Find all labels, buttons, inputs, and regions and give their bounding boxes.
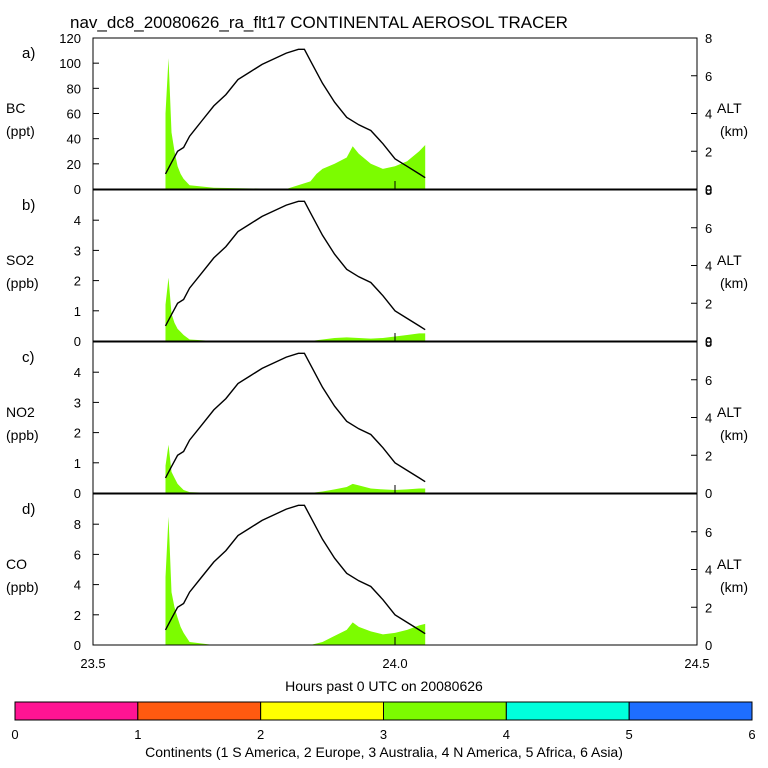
colorbar-segment-2 bbox=[137, 701, 262, 721]
y-tick-label: 0 bbox=[74, 334, 81, 349]
colorbar-tick-label: 5 bbox=[626, 727, 633, 742]
y-axis-label: NO2 bbox=[6, 404, 35, 420]
panel-frame bbox=[92, 493, 698, 646]
y-tick-label: 0 bbox=[74, 638, 81, 653]
colorbar-tick-label: 1 bbox=[134, 727, 141, 742]
y-axis-unit: (ppb) bbox=[6, 275, 39, 291]
panel-1: 0 20 40 60 80 100 120 0 2 4 6 8 a) BC (ppt) ALT (km) bbox=[6, 31, 748, 197]
panel-4: 0 2 4 6 8 0 2 4 6 d) CO (ppb) ALT (km) bbox=[6, 493, 748, 653]
alt-tick-label: 2 bbox=[705, 296, 712, 311]
y-axis-unit: (ppb) bbox=[6, 427, 39, 443]
colorbar-tick-label: 4 bbox=[503, 727, 510, 742]
colorbar-segment-6 bbox=[628, 701, 753, 721]
alt-tick-label: 4 bbox=[705, 563, 712, 578]
y-tick-label: 20 bbox=[67, 157, 81, 172]
y-tick-label: 8 bbox=[74, 517, 81, 532]
alt-tick-label: 8 bbox=[705, 183, 712, 198]
alt-tick-label: 8 bbox=[705, 31, 712, 46]
chart-title: nav_dc8_20080626_ra_flt17 CONTINENTAL AE… bbox=[70, 13, 568, 32]
panel-letter: d) bbox=[22, 501, 35, 518]
colorbar-segment-5 bbox=[505, 701, 630, 721]
tracer-area-so2 bbox=[165, 277, 426, 341]
alt-tick-label: 0 bbox=[705, 334, 712, 349]
x-axis: 23.5 24.0 24.5 bbox=[80, 656, 709, 671]
altitude-line bbox=[164, 200, 426, 331]
altitude-line bbox=[164, 352, 426, 483]
alt-tick-label: 4 bbox=[705, 107, 712, 122]
x-tick-label: 23.5 bbox=[80, 656, 105, 671]
alt-tick-label: 8 bbox=[705, 335, 712, 350]
alt-tick-label: 0 bbox=[705, 182, 712, 197]
alt-tick-label: 6 bbox=[705, 525, 712, 540]
y-tick-label: 0 bbox=[74, 182, 81, 197]
y-axis-label: CO bbox=[6, 556, 27, 572]
y-tick-label: 3 bbox=[74, 395, 81, 410]
alt-tick-label: 2 bbox=[705, 600, 712, 615]
y-tick-label: 60 bbox=[67, 107, 81, 122]
y-tick-label: 40 bbox=[67, 132, 81, 147]
x-tick-label: 24.5 bbox=[684, 656, 709, 671]
alt-axis-label: ALT bbox=[717, 404, 742, 420]
y-tick-label: 2 bbox=[74, 274, 81, 289]
alt-axis-unit: (km) bbox=[720, 579, 748, 595]
panels-group: 02040608010012002468a)BC(ppt)ALT(km)0123… bbox=[6, 31, 748, 653]
altitude-line bbox=[164, 504, 426, 635]
panel-3: 0 1 2 3 4 0 2 4 6 8 c) NO2 (ppb) ALT (km) bbox=[6, 335, 748, 501]
panel-2: 0 1 2 3 4 0 2 4 6 8 b) SO2 (ppb) ALT (km) bbox=[6, 183, 748, 349]
altitude-line bbox=[164, 48, 426, 179]
y-tick-label: 120 bbox=[59, 31, 81, 46]
y-tick-label: 80 bbox=[67, 81, 81, 96]
alt-tick-label: 6 bbox=[705, 221, 712, 236]
y-axis-unit: (ppb) bbox=[6, 579, 39, 595]
y-tick-label: 100 bbox=[59, 56, 81, 71]
colorbar-tick-label: 2 bbox=[257, 727, 264, 742]
alt-tick-label: 6 bbox=[705, 69, 712, 84]
alt-tick-label: 0 bbox=[705, 638, 712, 653]
y-tick-label: 6 bbox=[74, 547, 81, 562]
alt-tick-label: 4 bbox=[705, 411, 712, 426]
y-axis-label: BC bbox=[6, 100, 25, 116]
colorbar-segment-4 bbox=[383, 701, 507, 721]
y-tick-label: 4 bbox=[74, 365, 81, 380]
y-tick-label: 4 bbox=[74, 578, 81, 593]
panel-letter: a) bbox=[22, 45, 35, 62]
alt-tick-label: 6 bbox=[705, 373, 712, 388]
alt-axis-label: ALT bbox=[717, 556, 742, 572]
y-tick-label: 2 bbox=[74, 426, 81, 441]
y-axis-label: SO2 bbox=[6, 252, 34, 268]
colorbar-segment-3 bbox=[260, 701, 384, 721]
alt-axis-label: ALT bbox=[717, 100, 742, 116]
alt-axis-unit: (km) bbox=[720, 123, 748, 139]
tracer-area-bc bbox=[165, 58, 426, 189]
y-tick-label: 4 bbox=[74, 213, 81, 228]
panel-letter: b) bbox=[22, 197, 35, 214]
alt-axis-unit: (km) bbox=[720, 427, 748, 443]
x-tick-label: 24.0 bbox=[382, 656, 407, 671]
colorbar-label: Continents (1 S America, 2 Europe, 3 Aus… bbox=[145, 744, 623, 760]
y-axis-unit: (ppt) bbox=[6, 123, 35, 139]
y-tick-label: 1 bbox=[74, 304, 81, 319]
alt-tick-label: 0 bbox=[705, 486, 712, 501]
alt-tick-label: 4 bbox=[705, 259, 712, 274]
y-tick-label: 0 bbox=[74, 486, 81, 501]
x-axis-label: Hours past 0 UTC on 20080626 bbox=[285, 678, 483, 694]
panel-letter: c) bbox=[22, 349, 35, 366]
panel-frame bbox=[92, 341, 698, 494]
alt-axis-label: ALT bbox=[717, 252, 742, 268]
alt-tick-label: 2 bbox=[705, 144, 712, 159]
colorbar-segment-1 bbox=[14, 701, 139, 721]
panel-frame bbox=[92, 189, 698, 342]
y-tick-label: 1 bbox=[74, 456, 81, 471]
continent-colorbar: 0 1 2 3 4 5 6 bbox=[11, 701, 756, 742]
alt-tick-label: 2 bbox=[705, 448, 712, 463]
colorbar-tick-label: 3 bbox=[380, 727, 387, 742]
colorbar-tick-label: 6 bbox=[748, 727, 755, 742]
colorbar-tick-label: 0 bbox=[11, 727, 18, 742]
alt-axis-unit: (km) bbox=[720, 275, 748, 291]
y-tick-label: 2 bbox=[74, 608, 81, 623]
tracer-area-co bbox=[165, 516, 426, 645]
y-tick-label: 3 bbox=[74, 243, 81, 258]
